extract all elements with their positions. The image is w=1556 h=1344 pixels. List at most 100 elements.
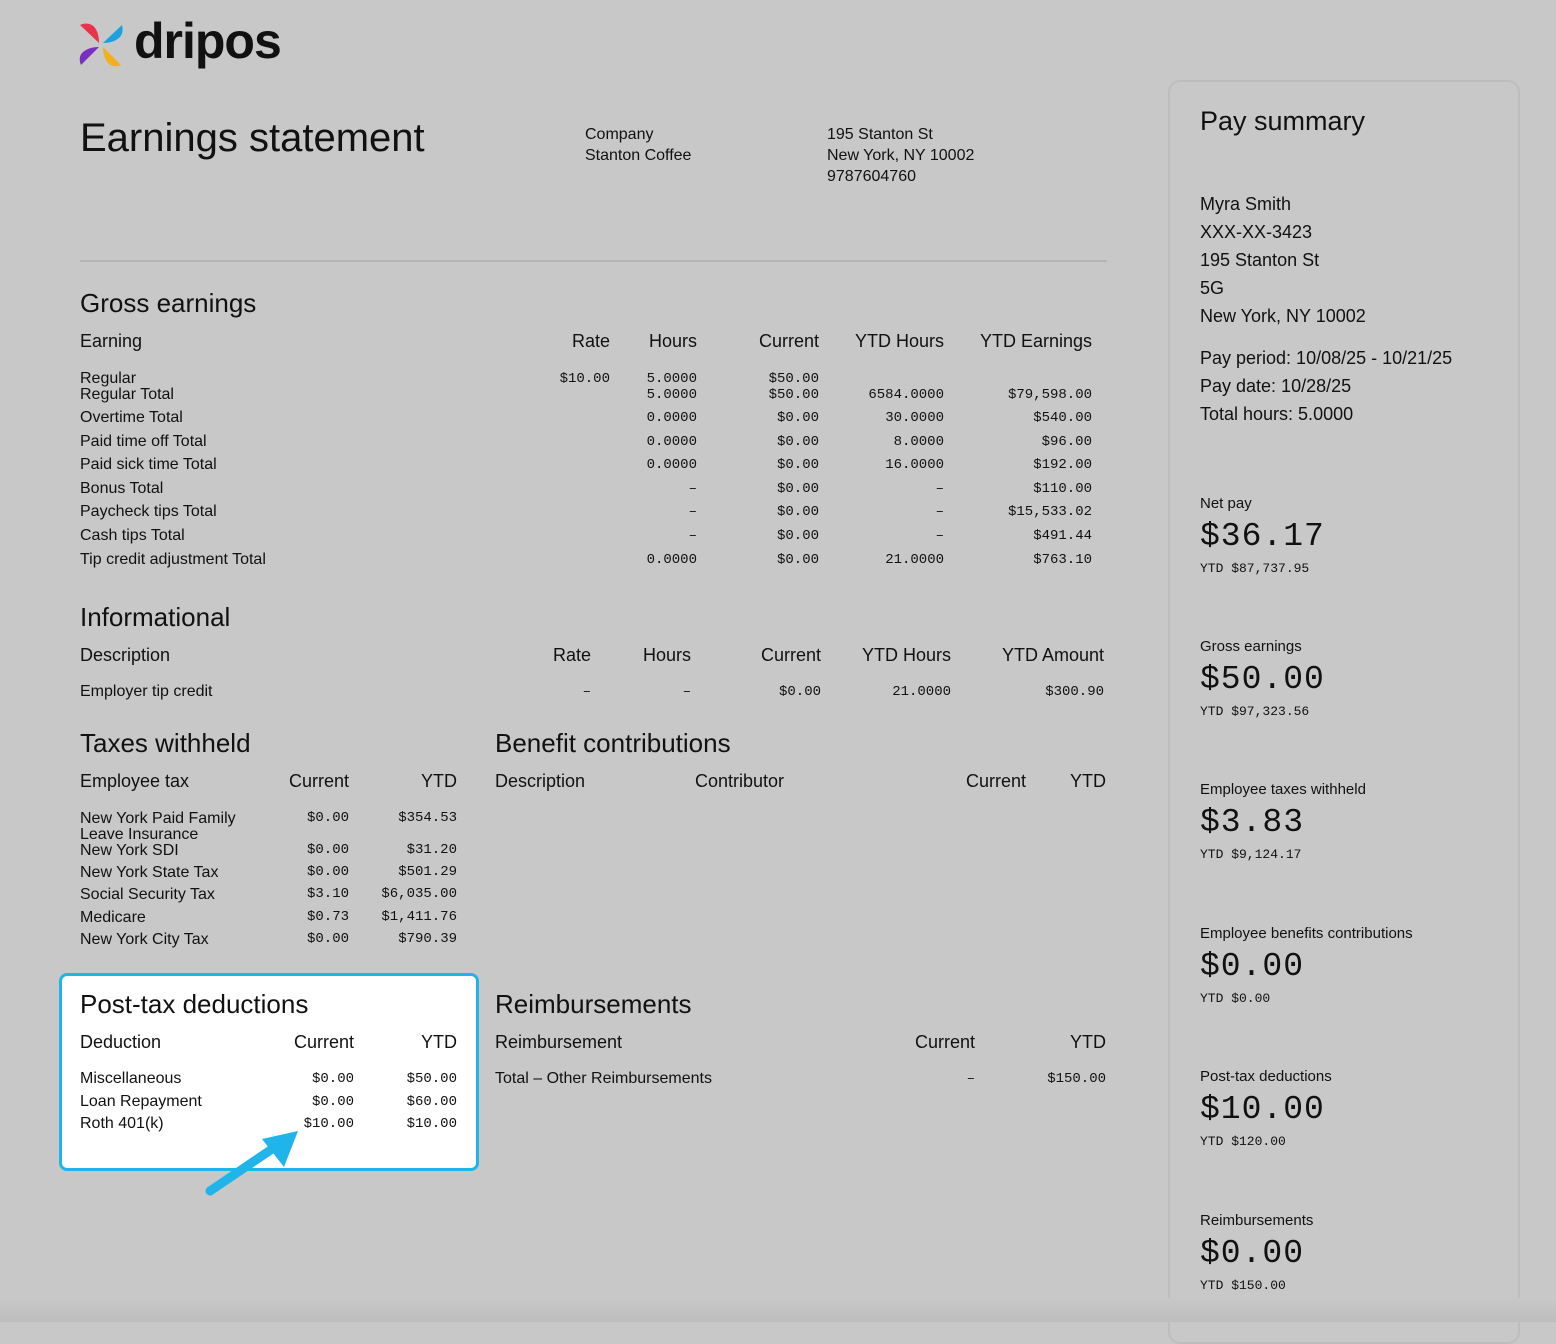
info-col-current: Current	[760, 645, 821, 665]
info-rate: –	[582, 684, 591, 700]
tax-current: $0.00	[306, 931, 349, 947]
post-tax-col-deduction: Deduction	[80, 1032, 162, 1052]
earning-current: $0.00	[776, 552, 819, 568]
pay-summary-card	[1168, 80, 1520, 1344]
deduction-current: $0.00	[311, 1094, 354, 1110]
col-hours: Hours	[648, 331, 697, 351]
address-line2: New York, NY 10002	[827, 147, 975, 164]
taxes-title: Taxes withheld	[80, 728, 251, 758]
summary-amount: $50.00	[1200, 661, 1325, 698]
pay-summary-title: Pay summary	[1200, 106, 1366, 136]
earning-hours: –	[688, 481, 697, 497]
earning-ytd-hours: 21.0000	[885, 552, 944, 568]
reimb-col-reimbursement: Reimbursement	[495, 1032, 623, 1052]
tax-col-ytd: YTD	[421, 771, 457, 791]
summary-label: Net pay	[1200, 495, 1252, 512]
earning-hours: –	[688, 504, 697, 520]
dripos-logo-icon	[79, 23, 123, 67]
benefit-col-ytd: YTD	[1070, 771, 1106, 791]
summary-block: Net pay $36.17 YTD $87,737.95	[1200, 495, 1325, 576]
total-hours: Total hours: 5.0000	[1200, 404, 1354, 424]
tax-col-employee-tax: Employee tax	[80, 771, 190, 791]
summary-ytd: YTD $9,124.17	[1200, 847, 1302, 862]
info-label: Employer tip credit	[80, 683, 213, 700]
info-col-rate: Rate	[552, 645, 591, 665]
tax-label: Medicare	[80, 909, 146, 926]
pay-period: Pay period: 10/08/25 - 10/21/25	[1200, 348, 1453, 368]
post-tax-col-ytd: YTD	[421, 1032, 457, 1052]
earning-ytd-earnings: $192.00	[1033, 457, 1092, 473]
deduction-label: Loan Repayment	[80, 1093, 202, 1110]
earning-current: $0.00	[776, 481, 819, 497]
company-phone: 9787604760	[827, 168, 916, 185]
earning-current: $0.00	[776, 434, 819, 450]
earning-label: Cash tips Total	[80, 527, 185, 544]
earning-hours: 5.0000	[646, 387, 697, 403]
employee-address-line1: 195 Stanton St	[1200, 250, 1320, 270]
tax-label: New York Paid Family	[80, 810, 236, 827]
benefit-col-current: Current	[965, 771, 1026, 791]
tax-current: $0.00	[306, 842, 349, 858]
summary-ytd: YTD $150.00	[1200, 1278, 1286, 1293]
reimb-ytd: $150.00	[1047, 1071, 1106, 1087]
tax-current: $0.00	[306, 864, 349, 880]
earning-hours: –	[688, 528, 697, 544]
reimb-current: –	[966, 1071, 975, 1087]
earning-label: Paid time off Total	[80, 433, 207, 450]
summary-amount: $3.83	[1200, 804, 1305, 841]
gross-earnings-title: Gross earnings	[80, 288, 257, 318]
info-col-ytd-amount: YTD Amount	[1001, 645, 1104, 665]
earning-ytd-earnings: $491.44	[1033, 528, 1092, 544]
employee-address-line2: 5G	[1200, 278, 1225, 298]
reimbursements-title: Reimbursements	[495, 989, 692, 1019]
tax-label: Social Security Tax	[80, 886, 215, 903]
earning-current: $50.00	[768, 387, 819, 403]
summary-label: Employee taxes withheld	[1200, 781, 1366, 798]
summary-block: Employee taxes withheld $3.83 YTD $9,124.1…	[1200, 781, 1366, 862]
earning-ytd-hours: –	[935, 504, 944, 520]
earning-current: $0.00	[776, 410, 819, 426]
earning-ytd-earnings: $96.00	[1041, 434, 1092, 450]
col-earning: Earning	[80, 331, 143, 351]
tax-ytd: $6,035.00	[381, 886, 457, 902]
earning-ytd-earnings: $110.00	[1033, 481, 1092, 497]
earning-label: Tip credit adjustment Total	[80, 551, 266, 568]
summary-block: Employee benefits contributions $0.00 YTD …	[1200, 925, 1413, 1006]
col-rate: Rate	[571, 331, 610, 351]
info-col-description: Description	[80, 645, 171, 665]
page-title: Earnings statement	[80, 116, 425, 160]
tax-ytd: $501.29	[398, 864, 457, 880]
header-divider	[80, 260, 1107, 262]
summary-block: Reimbursements $0.00 YTD $150.00	[1200, 1212, 1313, 1293]
summary-amount: $0.00	[1200, 948, 1305, 985]
info-ytd-amount: $300.90	[1045, 684, 1104, 700]
reimb-col-current: Current	[914, 1032, 975, 1052]
tax-ytd: $354.53	[398, 810, 457, 826]
earning-ytd-hours: 8.0000	[893, 434, 944, 450]
earning-hours: 0.0000	[646, 410, 697, 426]
summary-ytd: YTD $120.00	[1200, 1134, 1286, 1149]
pay-date: Pay date: 10/28/25	[1200, 376, 1352, 396]
summary-label: Post-tax deductions	[1200, 1068, 1332, 1085]
reimb-label: Total – Other Reimbursements	[495, 1070, 712, 1087]
tax-label: New York SDI	[80, 842, 179, 859]
earning-hours: 0.0000	[646, 552, 697, 568]
earning-current: $0.00	[776, 457, 819, 473]
deduction-label: Miscellaneous	[80, 1070, 182, 1087]
earning-ytd-earnings: $79,598.00	[1007, 387, 1092, 403]
bottom-shadow	[0, 1298, 1556, 1322]
deduction-label: Roth 401(k)	[80, 1115, 164, 1132]
info-col-hours: Hours	[642, 645, 691, 665]
tax-label-cont: Leave Insurance	[80, 826, 199, 843]
col-ytd-hours: YTD Hours	[854, 331, 944, 351]
col-current: Current	[758, 331, 819, 351]
tax-ytd: $1,411.76	[381, 909, 457, 925]
deduction-current: $0.00	[311, 1071, 354, 1087]
employee-info: Myra Smith XXX-XX-3423 195 Stanton St 5G…	[1200, 190, 1366, 330]
earning-ytd-hours: –	[935, 481, 944, 497]
earning-label: Regular	[80, 370, 137, 387]
summary-block: Gross earnings $50.00 YTD $97,323.56	[1200, 638, 1325, 719]
earning-hours: 5.0000	[646, 371, 697, 387]
earning-current: $50.00	[768, 371, 819, 387]
earning-ytd-hours: 6584.0000	[868, 387, 944, 403]
